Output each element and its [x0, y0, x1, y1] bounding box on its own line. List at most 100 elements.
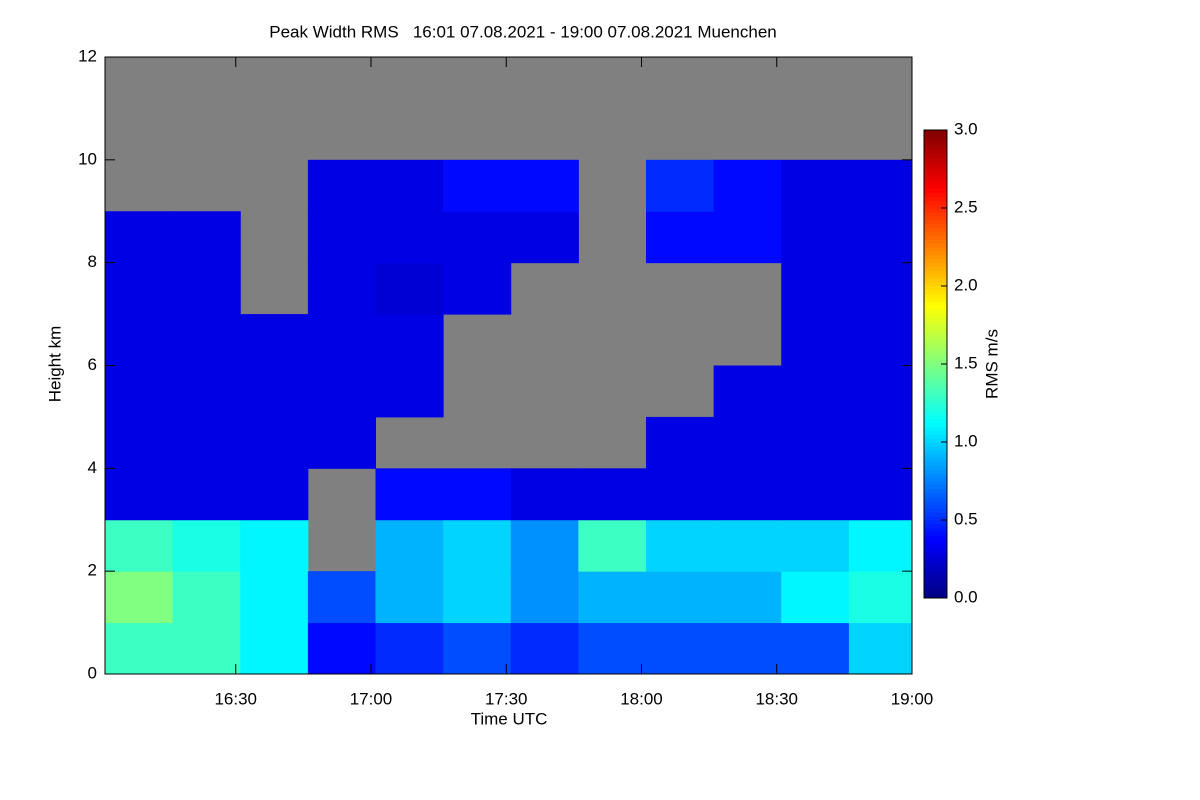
colorbar-band	[924, 141, 947, 147]
heatmap-cell	[105, 211, 174, 264]
heatmap-cell	[713, 416, 782, 469]
heatmap-cell	[781, 571, 850, 624]
colorbar-band	[924, 274, 947, 279]
y-tick-label: 4	[88, 458, 97, 477]
heatmap-cell	[781, 365, 850, 418]
colorbar-band	[924, 180, 947, 186]
colorbar-band	[924, 391, 947, 396]
heatmap-cell	[848, 468, 913, 521]
colorbar-tick-label: 1.5	[954, 353, 978, 372]
heatmap-cell	[848, 519, 913, 572]
colorbar-band	[924, 192, 947, 197]
colorbar-band	[924, 422, 947, 427]
y-tick-label: 10	[78, 149, 97, 168]
heatmap-cell	[781, 622, 850, 675]
heatmap-cell	[105, 416, 174, 469]
heatmap-cell	[105, 262, 174, 315]
colorbar-band	[924, 570, 947, 576]
colorbar-band	[924, 266, 947, 271]
colorbar-label: RMS m/s	[982, 329, 1001, 399]
colorbar-band	[924, 430, 947, 435]
colorbar-tick-label: 3.0	[954, 119, 978, 138]
colorbar-band	[924, 157, 947, 162]
colorbar-band	[924, 243, 947, 248]
colorbar-band	[924, 270, 947, 275]
heatmap-cell	[240, 622, 309, 675]
heatmap-cell	[510, 571, 579, 624]
colorbar-band	[924, 457, 947, 462]
colorbar-band	[924, 520, 947, 525]
y-tick-label: 8	[88, 252, 97, 271]
heatmap-cell	[375, 365, 444, 418]
heatmap-cell	[713, 622, 782, 675]
colorbar-band	[924, 367, 947, 373]
heatmap-cell	[307, 416, 377, 469]
colorbar-band	[924, 196, 947, 201]
colorbar-band	[924, 465, 947, 470]
heatmap-cell	[375, 262, 444, 315]
colorbar-band	[924, 410, 947, 416]
colorbar-band	[924, 227, 947, 232]
heatmap-cell	[848, 314, 913, 366]
colorbar-band	[924, 383, 947, 388]
colorbar-band	[924, 442, 947, 447]
heatmap-cell	[781, 314, 850, 366]
colorbar-band	[924, 477, 947, 482]
heatmap-cell	[713, 468, 782, 521]
colorbar-band	[924, 566, 947, 572]
colorbar-band	[924, 328, 947, 334]
colorbar-band	[924, 562, 947, 568]
colorbar-band	[924, 516, 947, 521]
colorbar-band	[924, 371, 947, 377]
colorbar-tick-label: 2.5	[954, 197, 978, 216]
heatmap-cell	[375, 571, 444, 624]
colorbar-band	[924, 247, 947, 252]
colorbar-band	[924, 258, 947, 264]
colorbar-band	[924, 531, 947, 537]
heatmap-cell	[307, 159, 377, 212]
colorbar-tick-label: 2.0	[954, 275, 978, 294]
colorbar-band	[924, 293, 947, 299]
heatmap-cell	[713, 159, 782, 212]
chart-title: Peak Width RMS 16:01 07.08.2021 - 19:00 …	[269, 22, 777, 41]
heatmap-cell	[375, 159, 444, 212]
colorbar-band	[924, 426, 947, 431]
colorbar-band	[924, 145, 947, 150]
heatmap-cell	[172, 622, 241, 675]
colorbar-band	[924, 130, 947, 135]
colorbar-band	[924, 449, 947, 455]
colorbar-band	[924, 250, 947, 256]
colorbar-band	[924, 340, 947, 345]
colorbar-band	[924, 356, 947, 361]
colorbar-band	[924, 149, 947, 154]
heatmap-cell	[510, 519, 579, 572]
heatmap-cell	[172, 211, 241, 264]
colorbar-band	[924, 200, 947, 205]
x-tick-label: 16:30	[214, 689, 257, 708]
heatmap-cell	[172, 365, 241, 418]
heatmap-cell	[307, 365, 377, 418]
colorbar-band	[924, 254, 947, 260]
heatmap-cell	[646, 468, 715, 521]
colorbar-band	[924, 379, 947, 384]
heatmap-cell	[848, 571, 913, 624]
heatmap-cell	[443, 468, 512, 521]
x-tick-label: 17:00	[350, 689, 393, 708]
heatmap-cell	[240, 468, 309, 521]
heatmap-cell	[105, 468, 174, 521]
colorbar-band	[924, 387, 947, 392]
colorbar-band	[924, 137, 947, 143]
colorbar-band	[924, 348, 947, 353]
y-tick-label: 12	[78, 46, 97, 65]
colorbar-band	[924, 133, 947, 139]
colorbar-band	[924, 282, 947, 287]
heatmap-cell	[105, 519, 174, 572]
heatmap-cell	[646, 519, 715, 572]
heatmap-cell	[307, 211, 377, 264]
colorbar-band	[924, 172, 947, 178]
x-tick-label: 18:00	[620, 689, 663, 708]
colorbar-band	[924, 309, 947, 314]
heatmap-cell	[848, 365, 913, 418]
heatmap-cell	[578, 571, 647, 624]
